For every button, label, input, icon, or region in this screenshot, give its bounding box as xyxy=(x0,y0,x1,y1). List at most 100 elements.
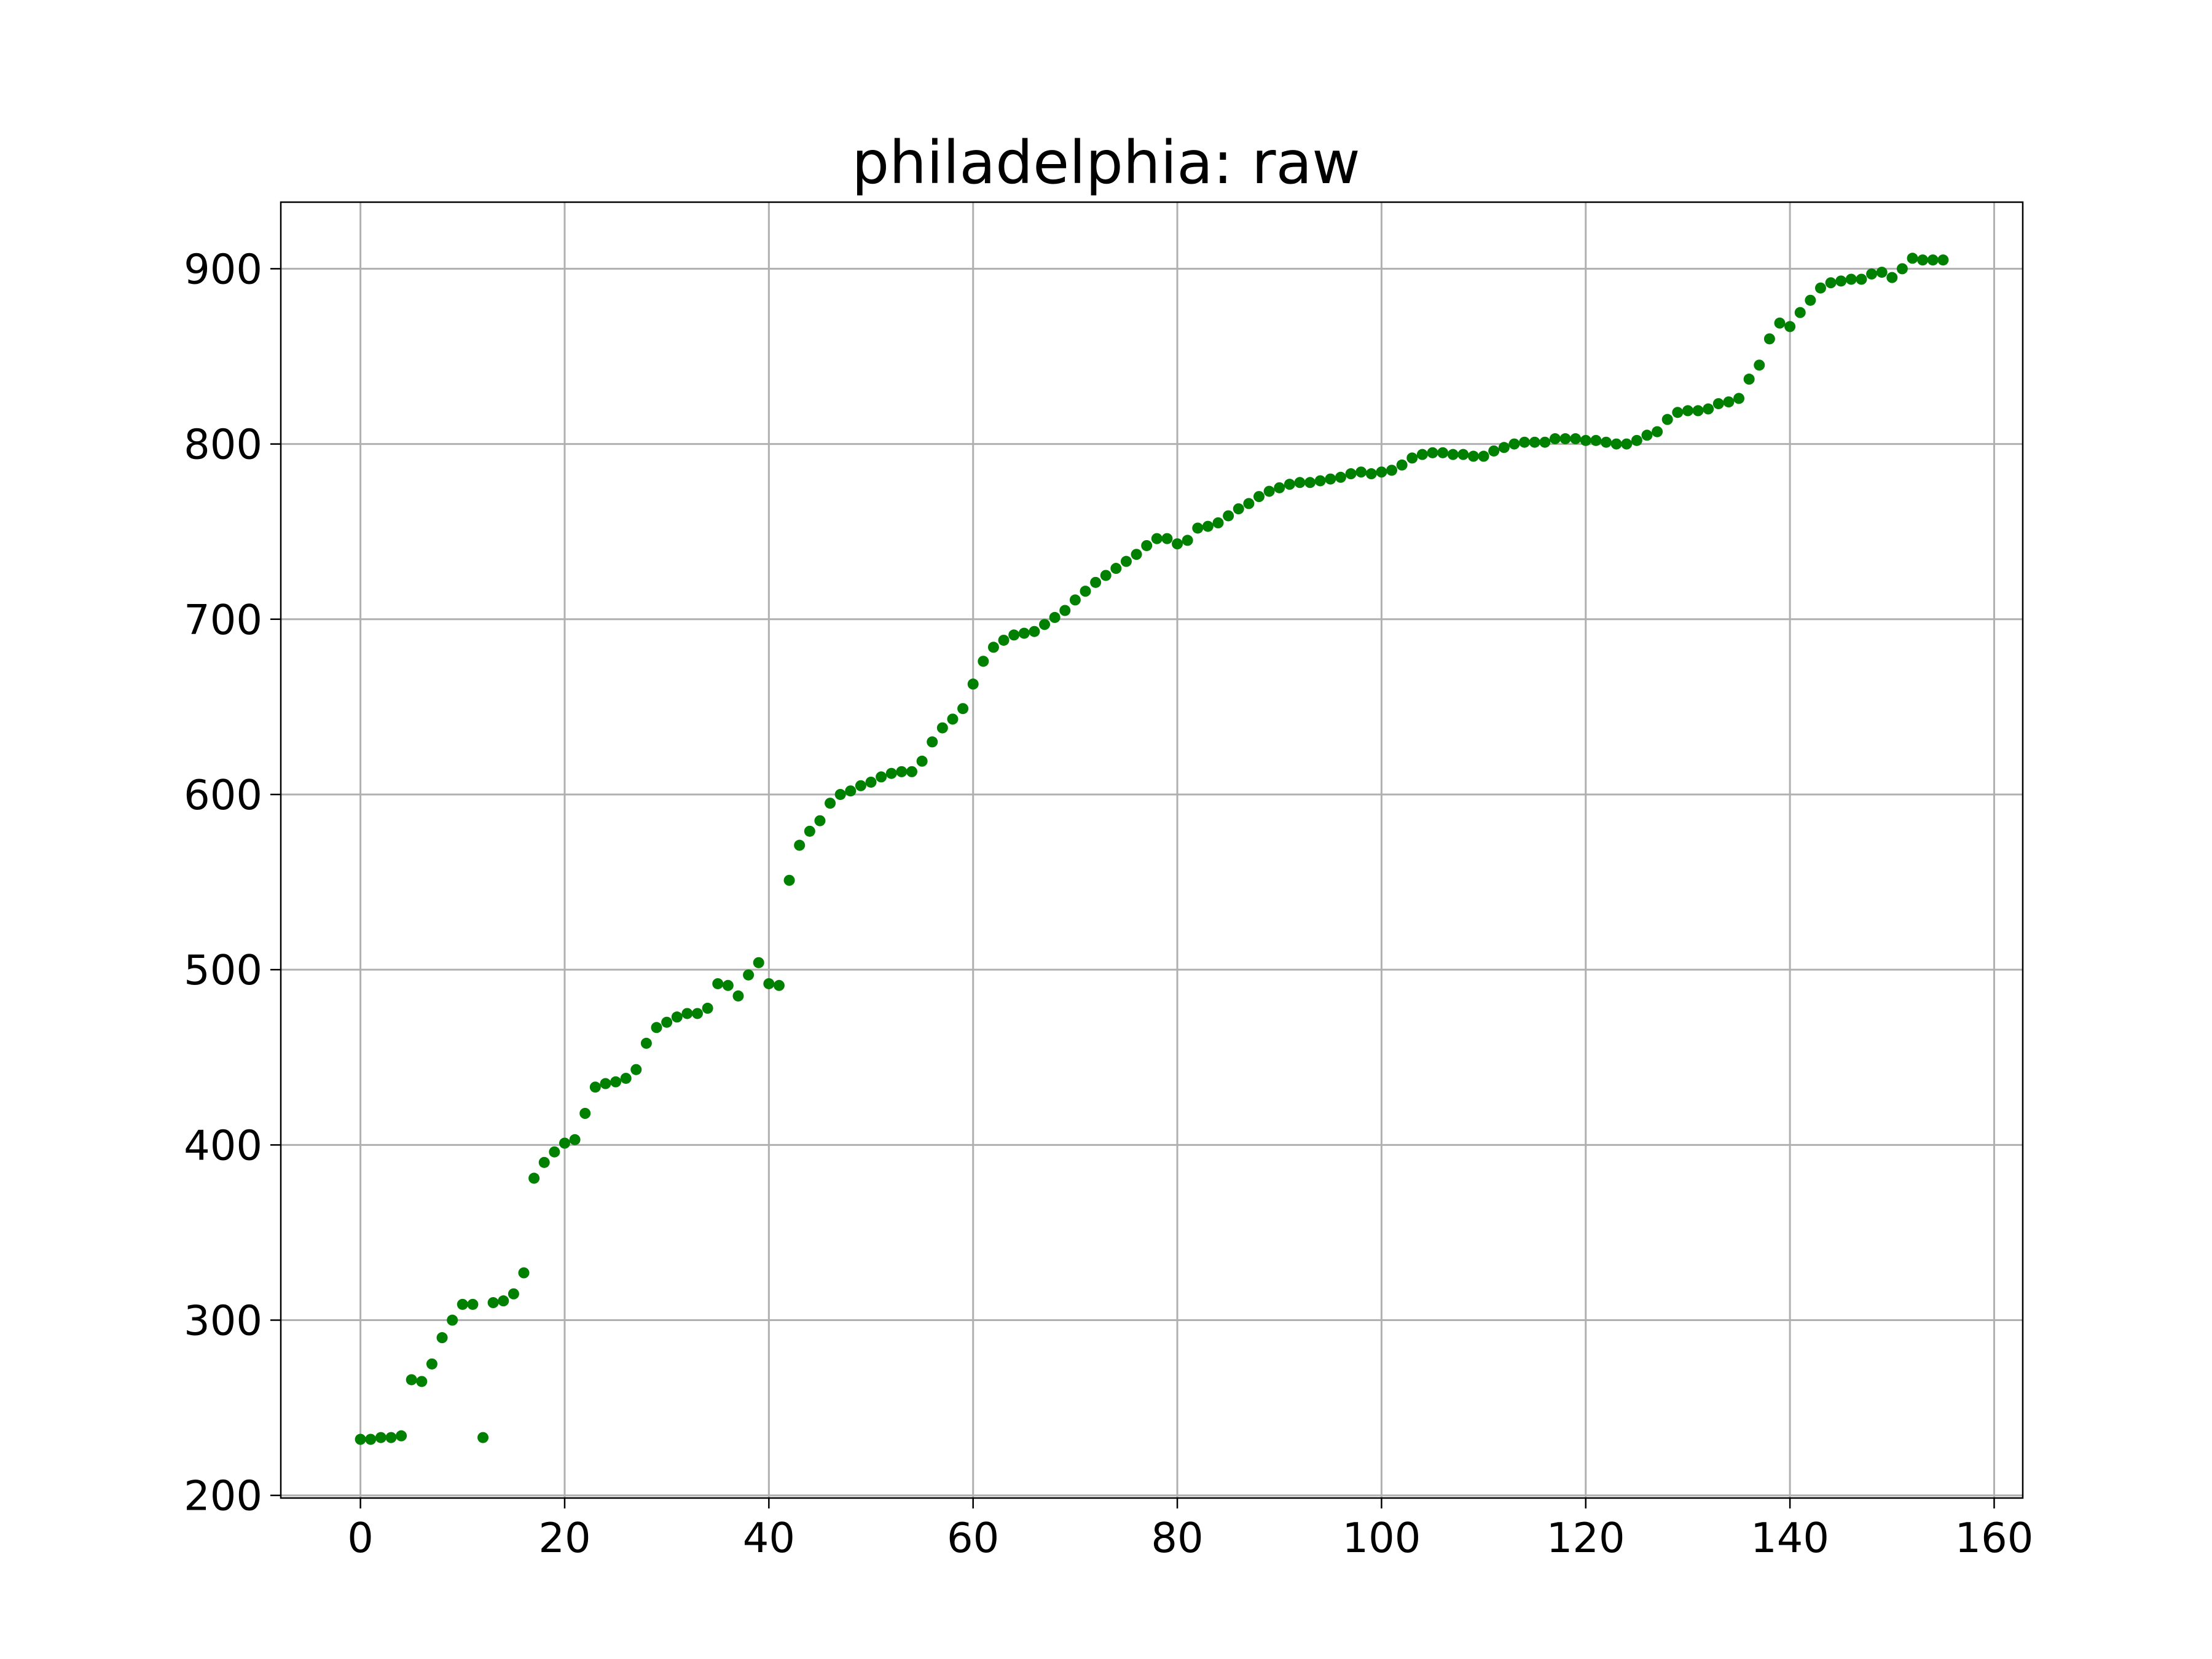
data-point xyxy=(896,766,908,777)
data-point xyxy=(845,785,857,797)
data-point xyxy=(1243,498,1255,509)
data-point xyxy=(1794,307,1806,318)
data-point xyxy=(1100,570,1112,581)
data-point xyxy=(630,1064,642,1075)
data-point xyxy=(1539,436,1551,448)
data-point xyxy=(1917,254,1929,266)
data-point xyxy=(1192,522,1204,534)
data-point xyxy=(1508,438,1520,450)
data-point xyxy=(1600,436,1612,448)
y-tick-label: 800 xyxy=(184,421,262,469)
data-point xyxy=(518,1267,530,1279)
y-tick-label: 400 xyxy=(184,1121,262,1169)
data-point xyxy=(1467,450,1479,462)
data-point xyxy=(773,979,785,991)
data-point xyxy=(1805,294,1816,306)
data-point xyxy=(1896,263,1908,275)
data-point xyxy=(1029,626,1040,637)
data-point xyxy=(743,969,755,981)
data-point xyxy=(1682,405,1693,417)
data-point xyxy=(732,990,744,1002)
data-point xyxy=(876,771,887,783)
data-point xyxy=(1457,449,1469,460)
data-point xyxy=(1754,359,1765,371)
data-point xyxy=(436,1332,448,1344)
data-point xyxy=(1345,468,1357,480)
x-tick-label: 0 xyxy=(347,1514,374,1562)
data-point xyxy=(1886,272,1898,283)
data-point xyxy=(651,1022,662,1033)
data-point xyxy=(1437,447,1449,458)
data-point xyxy=(947,713,959,725)
x-tick-label: 160 xyxy=(1955,1514,2034,1562)
data-point xyxy=(1580,434,1591,446)
data-point xyxy=(722,979,734,991)
data-point xyxy=(1223,510,1234,522)
data-point xyxy=(1141,539,1153,551)
data-point xyxy=(1763,333,1775,345)
data-point xyxy=(579,1108,591,1120)
y-tick-label: 900 xyxy=(184,245,262,293)
data-point xyxy=(1937,254,1949,266)
data-point xyxy=(487,1297,499,1309)
data-point xyxy=(794,839,806,851)
data-point xyxy=(804,825,815,837)
data-point xyxy=(528,1172,540,1184)
x-tick-label: 100 xyxy=(1342,1514,1421,1562)
data-point xyxy=(1161,533,1173,544)
data-point xyxy=(610,1076,622,1088)
data-point xyxy=(1856,273,1867,285)
x-tick-label: 40 xyxy=(743,1514,795,1562)
data-point xyxy=(1172,538,1183,550)
data-point xyxy=(467,1298,479,1310)
data-point xyxy=(1284,479,1295,490)
data-point xyxy=(967,678,979,690)
y-tick-label: 600 xyxy=(184,771,262,819)
data-point xyxy=(834,788,846,800)
data-point xyxy=(1876,267,1888,278)
data-point xyxy=(1314,475,1326,487)
data-point xyxy=(702,1002,713,1014)
data-point xyxy=(1039,619,1051,630)
data-point xyxy=(783,874,795,886)
data-point xyxy=(569,1134,581,1145)
data-point xyxy=(1559,433,1571,445)
data-point xyxy=(1263,485,1275,497)
data-point xyxy=(600,1078,611,1089)
data-point xyxy=(365,1433,377,1445)
data-point xyxy=(416,1376,428,1387)
data-point xyxy=(1907,253,1918,264)
data-point xyxy=(692,1008,704,1019)
data-point xyxy=(1182,535,1193,546)
x-tick-label: 80 xyxy=(1151,1514,1203,1562)
data-point xyxy=(855,780,866,791)
x-tick-label: 20 xyxy=(538,1514,590,1562)
y-tick-label: 700 xyxy=(184,596,262,644)
data-point xyxy=(1733,393,1745,404)
x-tick-label: 120 xyxy=(1547,1514,1625,1562)
data-point xyxy=(753,957,764,968)
data-point xyxy=(998,634,1010,646)
data-point xyxy=(1253,491,1265,503)
data-point xyxy=(396,1430,407,1441)
data-point xyxy=(1703,403,1714,415)
grid-lines xyxy=(281,202,2023,1498)
data-point xyxy=(825,798,836,809)
data-point xyxy=(865,776,877,788)
data-point xyxy=(447,1314,458,1326)
data-point xyxy=(1478,450,1489,462)
data-point xyxy=(1631,434,1642,446)
data-point xyxy=(1447,449,1459,460)
y-tick-label: 200 xyxy=(184,1472,262,1520)
data-point xyxy=(1723,396,1735,408)
data-point xyxy=(1090,576,1102,588)
data-point xyxy=(1406,452,1418,464)
data-point xyxy=(927,736,938,748)
data-point xyxy=(477,1432,489,1443)
data-point xyxy=(1529,436,1540,448)
data-point xyxy=(1202,520,1214,532)
y-tick-label: 300 xyxy=(184,1297,262,1345)
data-point xyxy=(1396,459,1408,471)
data-point xyxy=(814,815,826,826)
